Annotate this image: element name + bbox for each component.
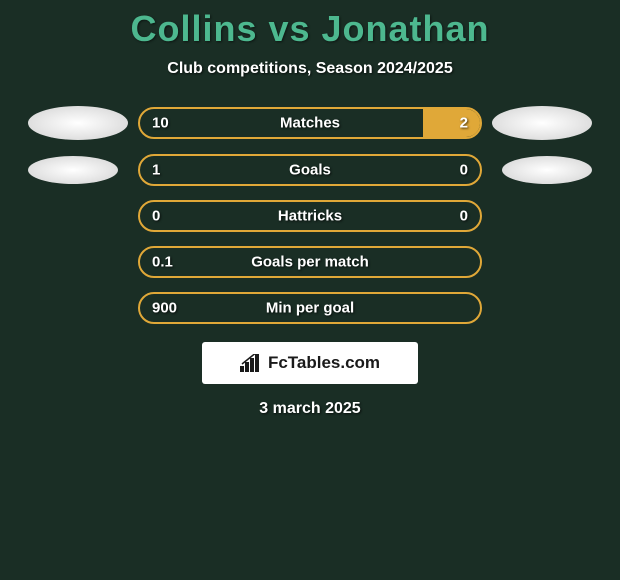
stat-bar-goals: 1 Goals 0 <box>138 154 482 186</box>
stat-label: Goals per match <box>251 254 369 271</box>
chart-icon <box>240 354 262 372</box>
stat-value-left: 0 <box>152 208 160 225</box>
page-subtitle: Club competitions, Season 2024/2025 <box>0 60 620 78</box>
stat-value-left: 0.1 <box>152 254 173 271</box>
team-badge-right <box>492 106 592 140</box>
main-container: Collins vs Jonathan Club competitions, S… <box>0 0 620 418</box>
stat-label: Min per goal <box>266 300 354 317</box>
date-label: 3 march 2025 <box>0 400 620 418</box>
stat-row-gpm: 0.1 Goals per match <box>0 246 620 278</box>
stat-label: Goals <box>289 162 331 179</box>
brand-box[interactable]: FcTables.com <box>202 342 418 384</box>
stat-value-right: 0 <box>460 208 468 225</box>
stat-bar-mpg: 900 Min per goal <box>138 292 482 324</box>
stat-row-matches: 10 Matches 2 <box>0 106 620 140</box>
stat-label: Hattricks <box>278 208 342 225</box>
stat-bar-matches: 10 Matches 2 <box>138 107 482 139</box>
brand-label: FcTables.com <box>268 353 380 373</box>
team-badge-right-small <box>502 156 592 184</box>
stat-value-right: 2 <box>460 115 468 132</box>
stat-label: Matches <box>280 115 340 132</box>
page-title: Collins vs Jonathan <box>0 8 620 50</box>
stat-value-left: 10 <box>152 115 169 132</box>
team-badge-left <box>28 106 128 140</box>
team-badge-left-small <box>28 156 118 184</box>
bar-segment-right <box>423 109 480 137</box>
stat-row-hattricks: 0 Hattricks 0 <box>0 200 620 232</box>
stat-bar-gpm: 0.1 Goals per match <box>138 246 482 278</box>
stat-value-left: 1 <box>152 162 160 179</box>
stat-value-right: 0 <box>460 162 468 179</box>
stat-bar-hattricks: 0 Hattricks 0 <box>138 200 482 232</box>
stat-row-goals: 1 Goals 0 <box>0 154 620 186</box>
stat-value-left: 900 <box>152 300 177 317</box>
stat-row-mpg: 900 Min per goal <box>0 292 620 324</box>
